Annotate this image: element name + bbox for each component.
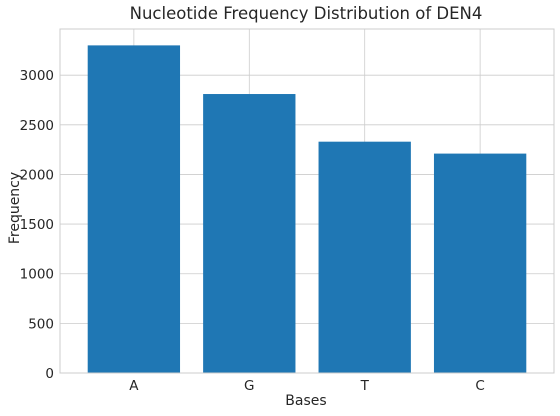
y-tick-label: 2000 xyxy=(20,167,54,183)
x-tick-label: A xyxy=(129,378,139,394)
y-tick-label: 1000 xyxy=(20,267,54,283)
y-tick-label: 0 xyxy=(45,366,54,382)
y-axis-label: Frequency xyxy=(7,172,23,244)
y-tick-label: 2500 xyxy=(20,118,54,134)
x-axis-label: Bases xyxy=(285,393,326,409)
bar-g xyxy=(203,94,296,374)
bars xyxy=(87,45,527,374)
y-tick-label: 500 xyxy=(28,316,54,332)
bar-c xyxy=(433,153,527,373)
x-tick-label: G xyxy=(244,378,254,394)
y-tick-labels: 0 500 1000 1500 2000 2500 3000 xyxy=(20,68,54,382)
bar-t xyxy=(318,141,411,373)
y-tick-label: 1500 xyxy=(20,217,54,233)
x-tick-label: T xyxy=(360,378,370,394)
plot-frame xyxy=(59,28,555,374)
bar-a xyxy=(87,45,181,373)
chart-title: Nucleotide Frequency Distribution of DEN… xyxy=(130,4,483,23)
y-tick-label: 3000 xyxy=(20,68,54,84)
x-tick-label: C xyxy=(475,378,484,394)
